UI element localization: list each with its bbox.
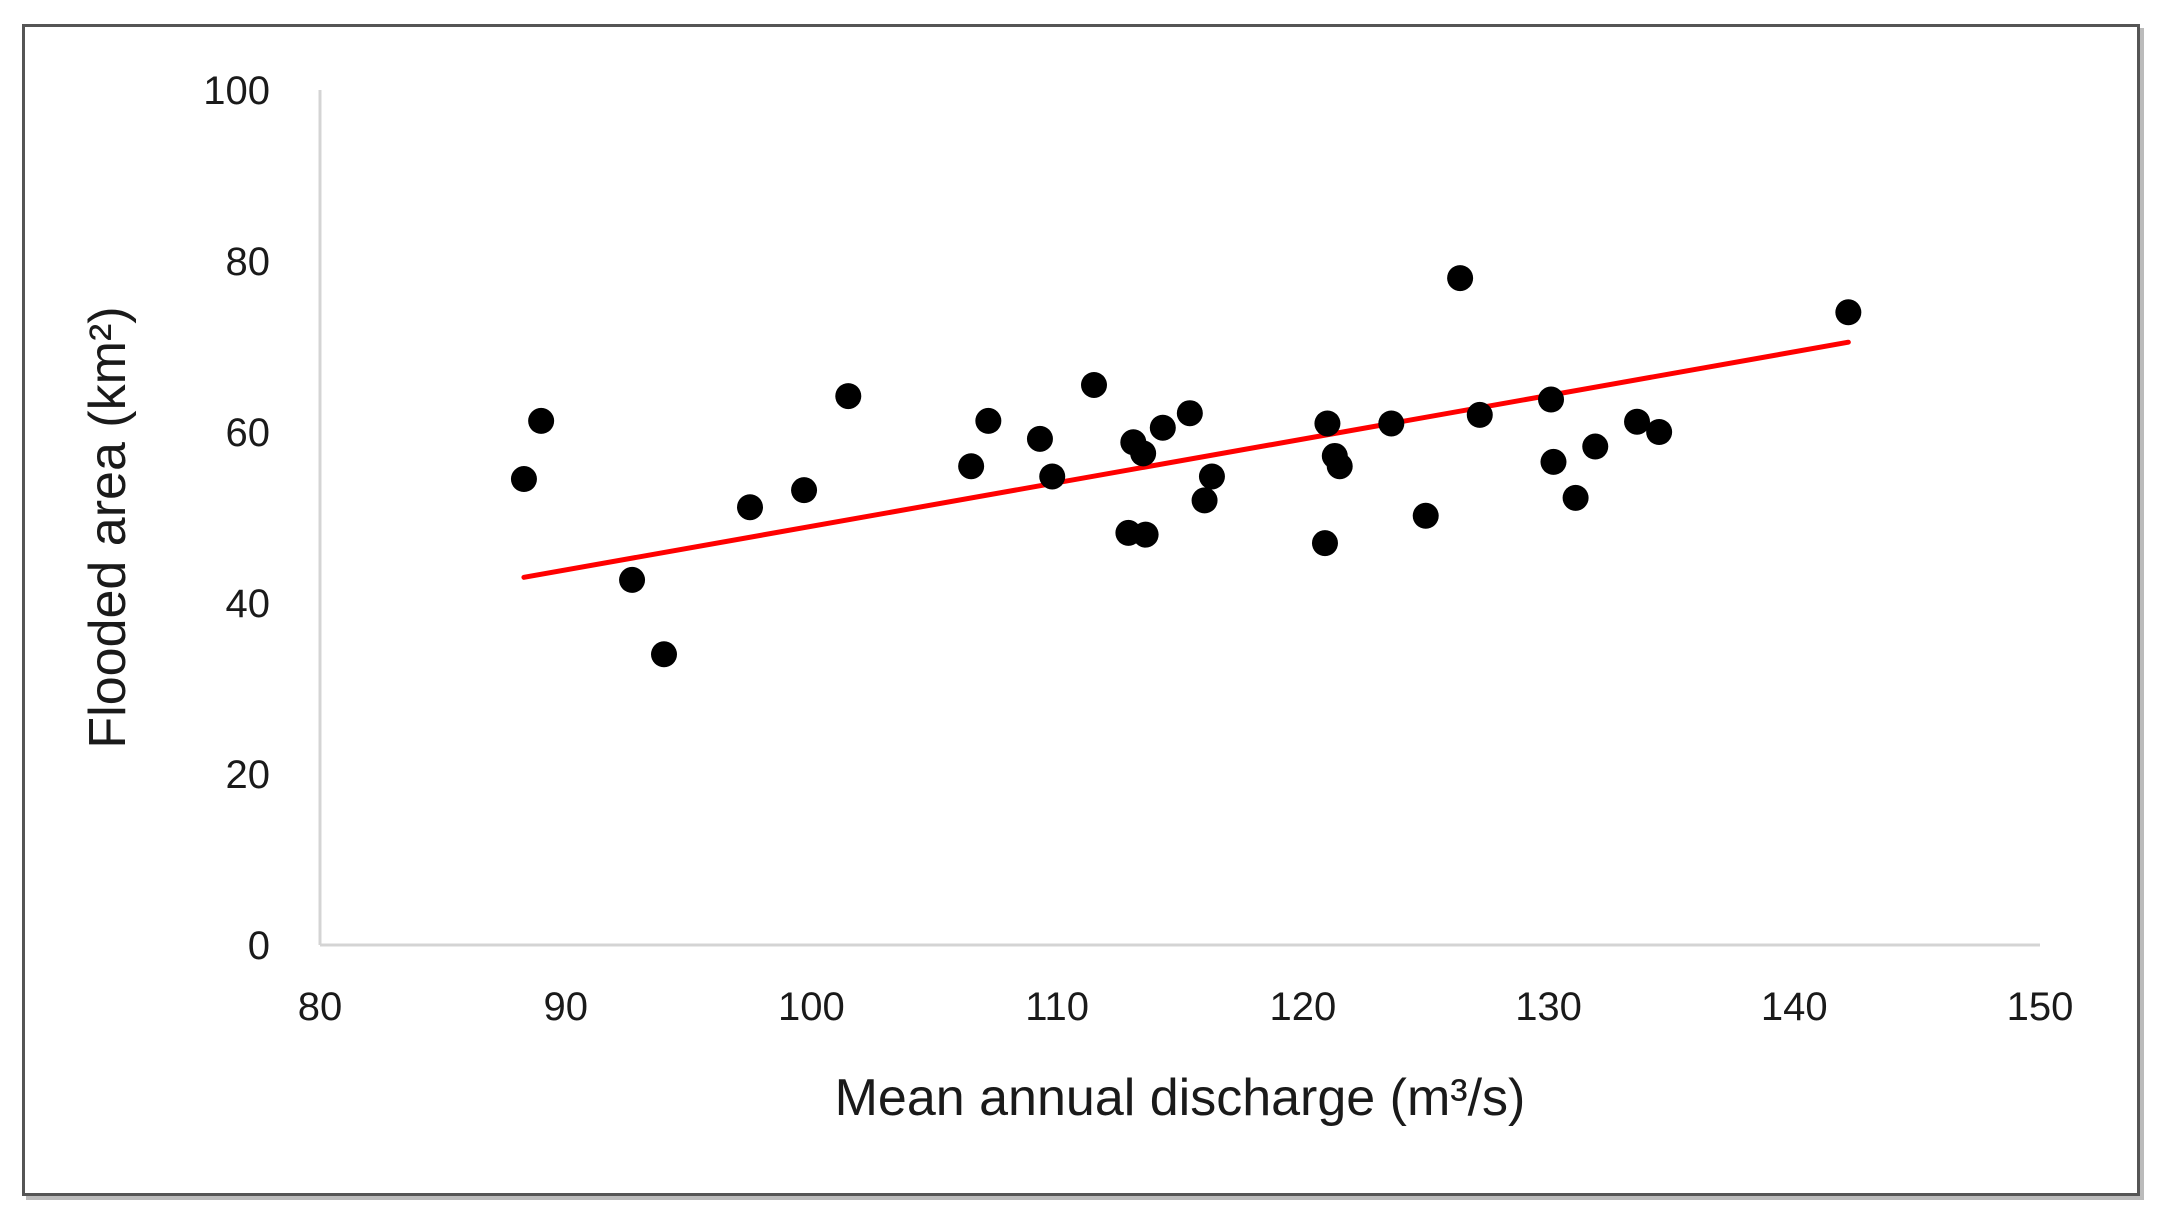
y-tick-label: 40 <box>226 582 271 626</box>
data-point <box>1412 502 1439 529</box>
data-point <box>510 466 537 493</box>
data-point <box>1039 463 1066 490</box>
y-tick-labels: 0 20 40 60 80 100 <box>203 69 270 968</box>
x-tick-label: 150 <box>2007 985 2074 1029</box>
data-points <box>510 265 1862 668</box>
y-axis-title: Flooded area (km²) <box>79 306 137 748</box>
trendline <box>521 339 1851 580</box>
data-point <box>1311 530 1338 557</box>
y-tick-label: 0 <box>248 924 270 968</box>
x-tick-labels: 80 90 100 110 120 130 140 150 <box>298 985 2074 1029</box>
data-point <box>1378 410 1405 437</box>
data-point <box>1582 433 1609 460</box>
x-tick-label: 130 <box>1515 985 1582 1029</box>
y-tick-label: 60 <box>226 411 271 455</box>
axes <box>318 90 2040 947</box>
data-point <box>1176 400 1203 427</box>
x-tick-label: 80 <box>298 985 343 1029</box>
chart-frame <box>22 24 2140 1196</box>
data-point <box>1624 408 1651 435</box>
data-point <box>1149 414 1176 441</box>
data-point <box>1562 484 1589 511</box>
data-point <box>1835 299 1862 326</box>
data-point <box>1081 371 1107 398</box>
y-tick-label: 20 <box>226 753 271 797</box>
x-tick-label: 100 <box>778 985 845 1029</box>
data-point <box>1314 410 1341 437</box>
y-tick-label: 80 <box>226 240 271 284</box>
data-point <box>975 407 1002 434</box>
x-tick-label: 120 <box>1269 985 1336 1029</box>
data-point <box>835 383 862 410</box>
x-axis-title: Mean annual discharge (m³/s) <box>835 1069 1526 1127</box>
data-point <box>528 407 555 434</box>
data-point <box>1026 425 1053 452</box>
data-point <box>958 453 985 480</box>
data-point <box>1466 401 1493 428</box>
data-point <box>1540 448 1567 475</box>
data-point <box>1326 453 1353 480</box>
data-point <box>1191 487 1218 514</box>
data-point <box>619 566 646 593</box>
x-tick-label: 90 <box>543 985 588 1029</box>
data-point <box>1447 265 1474 292</box>
data-point <box>1132 521 1159 548</box>
x-tick-label: 140 <box>1761 985 1828 1029</box>
y-tick-label: 100 <box>203 69 270 113</box>
data-point <box>1130 440 1157 467</box>
data-point <box>1538 386 1565 413</box>
data-point <box>1198 463 1225 490</box>
trendline-layer <box>521 339 1851 580</box>
data-point <box>651 641 677 668</box>
data-point <box>1646 419 1673 445</box>
data-point <box>737 494 763 521</box>
data-point <box>791 477 818 504</box>
x-tick-label: 110 <box>1025 985 1089 1029</box>
